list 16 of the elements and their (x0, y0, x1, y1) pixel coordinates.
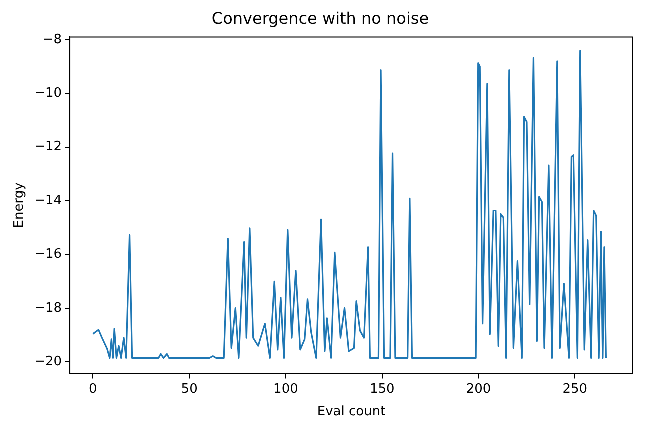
x-axis-title: Eval count (317, 404, 386, 420)
x-tick-label: 0 (89, 382, 98, 397)
x-tick-label: 100 (274, 382, 298, 397)
y-tick-label: −14 (34, 193, 62, 208)
x-tick-label: 250 (562, 382, 588, 397)
y-tick-label: −18 (34, 300, 62, 316)
x-tick-label: 50 (181, 382, 198, 397)
y-axis-title: Energy (12, 182, 28, 228)
x-tick-label: 150 (370, 382, 395, 397)
x-tick-label: 200 (466, 382, 492, 397)
y-tick-label: −16 (34, 247, 62, 262)
y-tick-label: −12 (34, 140, 62, 155)
y-tick-label: −8 (42, 32, 62, 48)
y-tick-label: −10 (34, 86, 62, 101)
y-tick-label: −20 (34, 354, 62, 370)
chart-title: Convergence with no noise (212, 8, 430, 28)
